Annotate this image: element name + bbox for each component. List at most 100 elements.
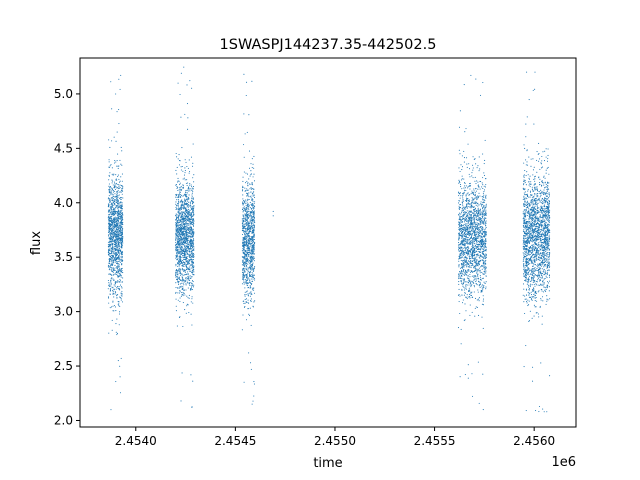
data-point	[121, 264, 123, 266]
data-point	[113, 216, 115, 219]
data-point	[188, 266, 190, 268]
data-point	[248, 192, 250, 194]
data-point	[244, 231, 246, 233]
data-point	[112, 242, 114, 244]
data-point	[192, 197, 195, 199]
data-point	[252, 275, 254, 278]
data-point	[108, 248, 111, 250]
data-point	[193, 271, 195, 273]
data-point	[189, 222, 191, 225]
data-point	[110, 258, 112, 260]
data-point	[114, 293, 116, 295]
data-point	[185, 226, 187, 228]
data-point	[108, 248, 110, 250]
data-point	[459, 153, 461, 155]
data-point	[177, 209, 179, 211]
data-point	[110, 285, 112, 287]
data-point	[482, 192, 484, 194]
data-point	[472, 263, 474, 265]
data-point	[121, 244, 123, 246]
data-point	[115, 310, 117, 312]
data-point	[182, 239, 184, 241]
data-point	[246, 250, 248, 252]
data-point	[242, 314, 244, 316]
data-point	[189, 256, 191, 258]
data-point	[247, 295, 250, 297]
data-point	[185, 265, 188, 267]
data-point	[180, 235, 182, 237]
data-point	[461, 271, 463, 273]
data-point	[114, 273, 116, 275]
data-point	[249, 248, 251, 250]
data-point	[111, 205, 113, 207]
data-point	[119, 311, 121, 313]
data-point	[470, 221, 473, 223]
data-point	[189, 246, 192, 248]
data-point	[467, 269, 469, 271]
data-point	[119, 275, 121, 277]
data-point	[178, 202, 180, 204]
data-point	[246, 192, 248, 194]
data-point	[179, 246, 181, 248]
data-point	[121, 150, 123, 152]
data-point	[113, 226, 115, 228]
data-point	[248, 255, 250, 257]
data-point	[465, 197, 468, 199]
data-point	[116, 262, 119, 264]
data-point	[250, 263, 252, 266]
data-point	[463, 272, 465, 274]
data-point	[477, 165, 479, 167]
data-point	[177, 252, 179, 254]
data-point	[251, 167, 253, 169]
data-point	[469, 314, 471, 316]
data-point	[185, 281, 187, 283]
data-point	[183, 269, 185, 271]
data-point	[251, 235, 253, 238]
data-point	[108, 209, 110, 211]
data-point	[119, 278, 121, 280]
data-point	[477, 188, 479, 190]
data-point	[110, 194, 112, 196]
data-point	[110, 409, 112, 411]
data-point	[113, 289, 115, 291]
data-point	[182, 259, 184, 262]
data-point	[109, 246, 111, 248]
data-point	[177, 204, 179, 206]
data-point	[247, 267, 249, 269]
data-point	[122, 186, 124, 188]
data-point	[122, 197, 124, 199]
data-point	[192, 260, 194, 262]
data-point	[479, 227, 482, 229]
data-point	[482, 273, 484, 275]
data-point	[178, 256, 180, 258]
data-point	[466, 198, 468, 200]
data-point	[191, 212, 193, 214]
data-point	[248, 196, 250, 198]
data-point	[473, 291, 475, 293]
data-point	[479, 237, 481, 239]
data-point	[481, 256, 483, 258]
data-point	[253, 202, 255, 204]
data-point	[191, 272, 193, 274]
data-point	[484, 245, 487, 248]
data-point	[475, 281, 477, 283]
data-point	[115, 93, 117, 95]
data-point	[184, 245, 186, 247]
data-point	[475, 243, 477, 245]
data-point	[181, 201, 183, 203]
data-point	[250, 211, 252, 213]
data-point	[114, 240, 116, 242]
data-point	[116, 222, 118, 224]
data-point	[176, 221, 178, 223]
data-point	[116, 297, 118, 299]
data-point	[111, 319, 113, 321]
data-point	[182, 184, 184, 186]
data-point	[481, 196, 483, 198]
data-point	[464, 255, 466, 257]
data-point	[484, 223, 486, 225]
data-point	[183, 233, 186, 235]
data-point	[120, 229, 122, 231]
data-point	[175, 238, 177, 240]
data-point	[461, 232, 463, 234]
data-point	[248, 271, 250, 273]
